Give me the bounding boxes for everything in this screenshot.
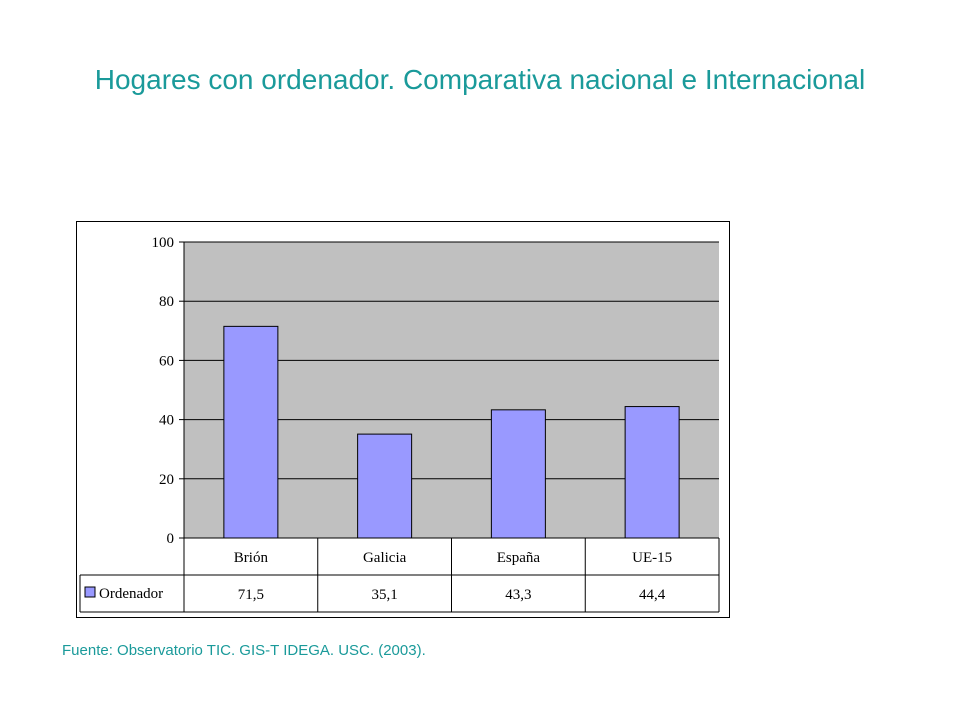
page-title: Hogares con ordenador. Comparativa nacio… — [94, 64, 866, 95]
y-tick-label: 80 — [159, 294, 174, 310]
data-table: Brión 71,5 Galicia 35,1 España 43,3 UE-15 44,4 O… — [79, 537, 720, 613]
y-tick-label: 0 — [167, 531, 175, 547]
bar — [624, 406, 680, 539]
bar — [490, 409, 546, 539]
data-value-label: 71,5 — [238, 587, 264, 603]
y-tick-label: 40 — [159, 413, 174, 429]
series-name: Ordenador — [99, 586, 163, 602]
bar — [223, 325, 279, 539]
category-label: España — [497, 550, 541, 566]
axes — [179, 241, 185, 539]
y-tick-label: 100 — [152, 235, 175, 251]
data-value-label: 35,1 — [372, 587, 398, 603]
category-label: Galicia — [363, 550, 407, 566]
y-tick-label: 60 — [159, 353, 174, 369]
legend-key — [84, 586, 96, 598]
bars — [223, 325, 680, 539]
y-tick-label: 20 — [159, 472, 174, 488]
y-tick-labels: 0 20 40 60 80 100 — [152, 235, 175, 547]
category-label: UE-15 — [632, 550, 672, 566]
source-note: Fuente: Observatorio TIC. GIS-T IDEGA. U… — [62, 642, 426, 659]
data-value-label: 43,3 — [505, 587, 531, 603]
category-label: Brión — [234, 550, 269, 566]
bar — [357, 433, 413, 539]
data-value-label: 44,4 — [639, 587, 666, 603]
